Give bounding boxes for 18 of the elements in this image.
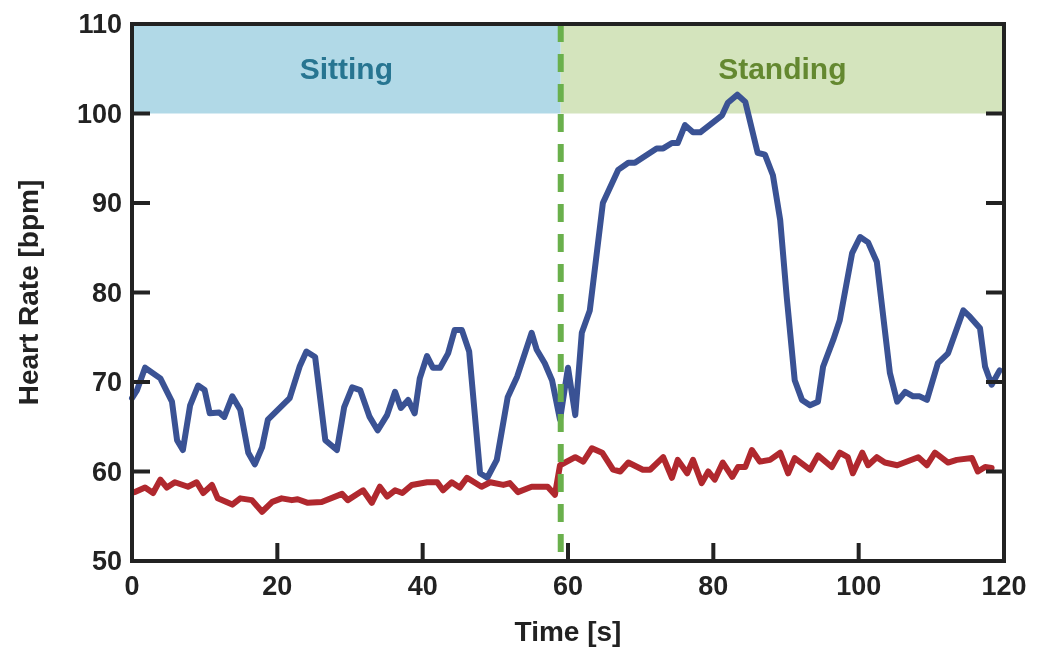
band-label: Standing xyxy=(718,52,847,86)
x-tick-label: 120 xyxy=(981,571,1027,601)
y-tick-label: 50 xyxy=(91,546,122,577)
y-tick-label: 70 xyxy=(91,367,122,398)
y-axis-title: Heart Rate [bpm] xyxy=(13,179,44,406)
y-tick-label: 90 xyxy=(91,188,122,219)
x-tick-label: 100 xyxy=(836,571,882,601)
y-tick-label: 80 xyxy=(91,277,122,308)
y-tick-label: 100 xyxy=(76,98,122,129)
band-label: Sitting xyxy=(299,52,394,86)
x-tick-label: 0 xyxy=(124,571,140,601)
x-axis-title: Time [s] xyxy=(514,616,622,647)
x-tick-label: 80 xyxy=(698,571,729,601)
y-tick-label: 110 xyxy=(78,9,122,40)
x-tick-label: 40 xyxy=(407,571,438,601)
x-tick-label: 20 xyxy=(262,571,293,601)
x-tick-label: 60 xyxy=(552,571,584,601)
y-tick-label: 60 xyxy=(91,456,122,487)
